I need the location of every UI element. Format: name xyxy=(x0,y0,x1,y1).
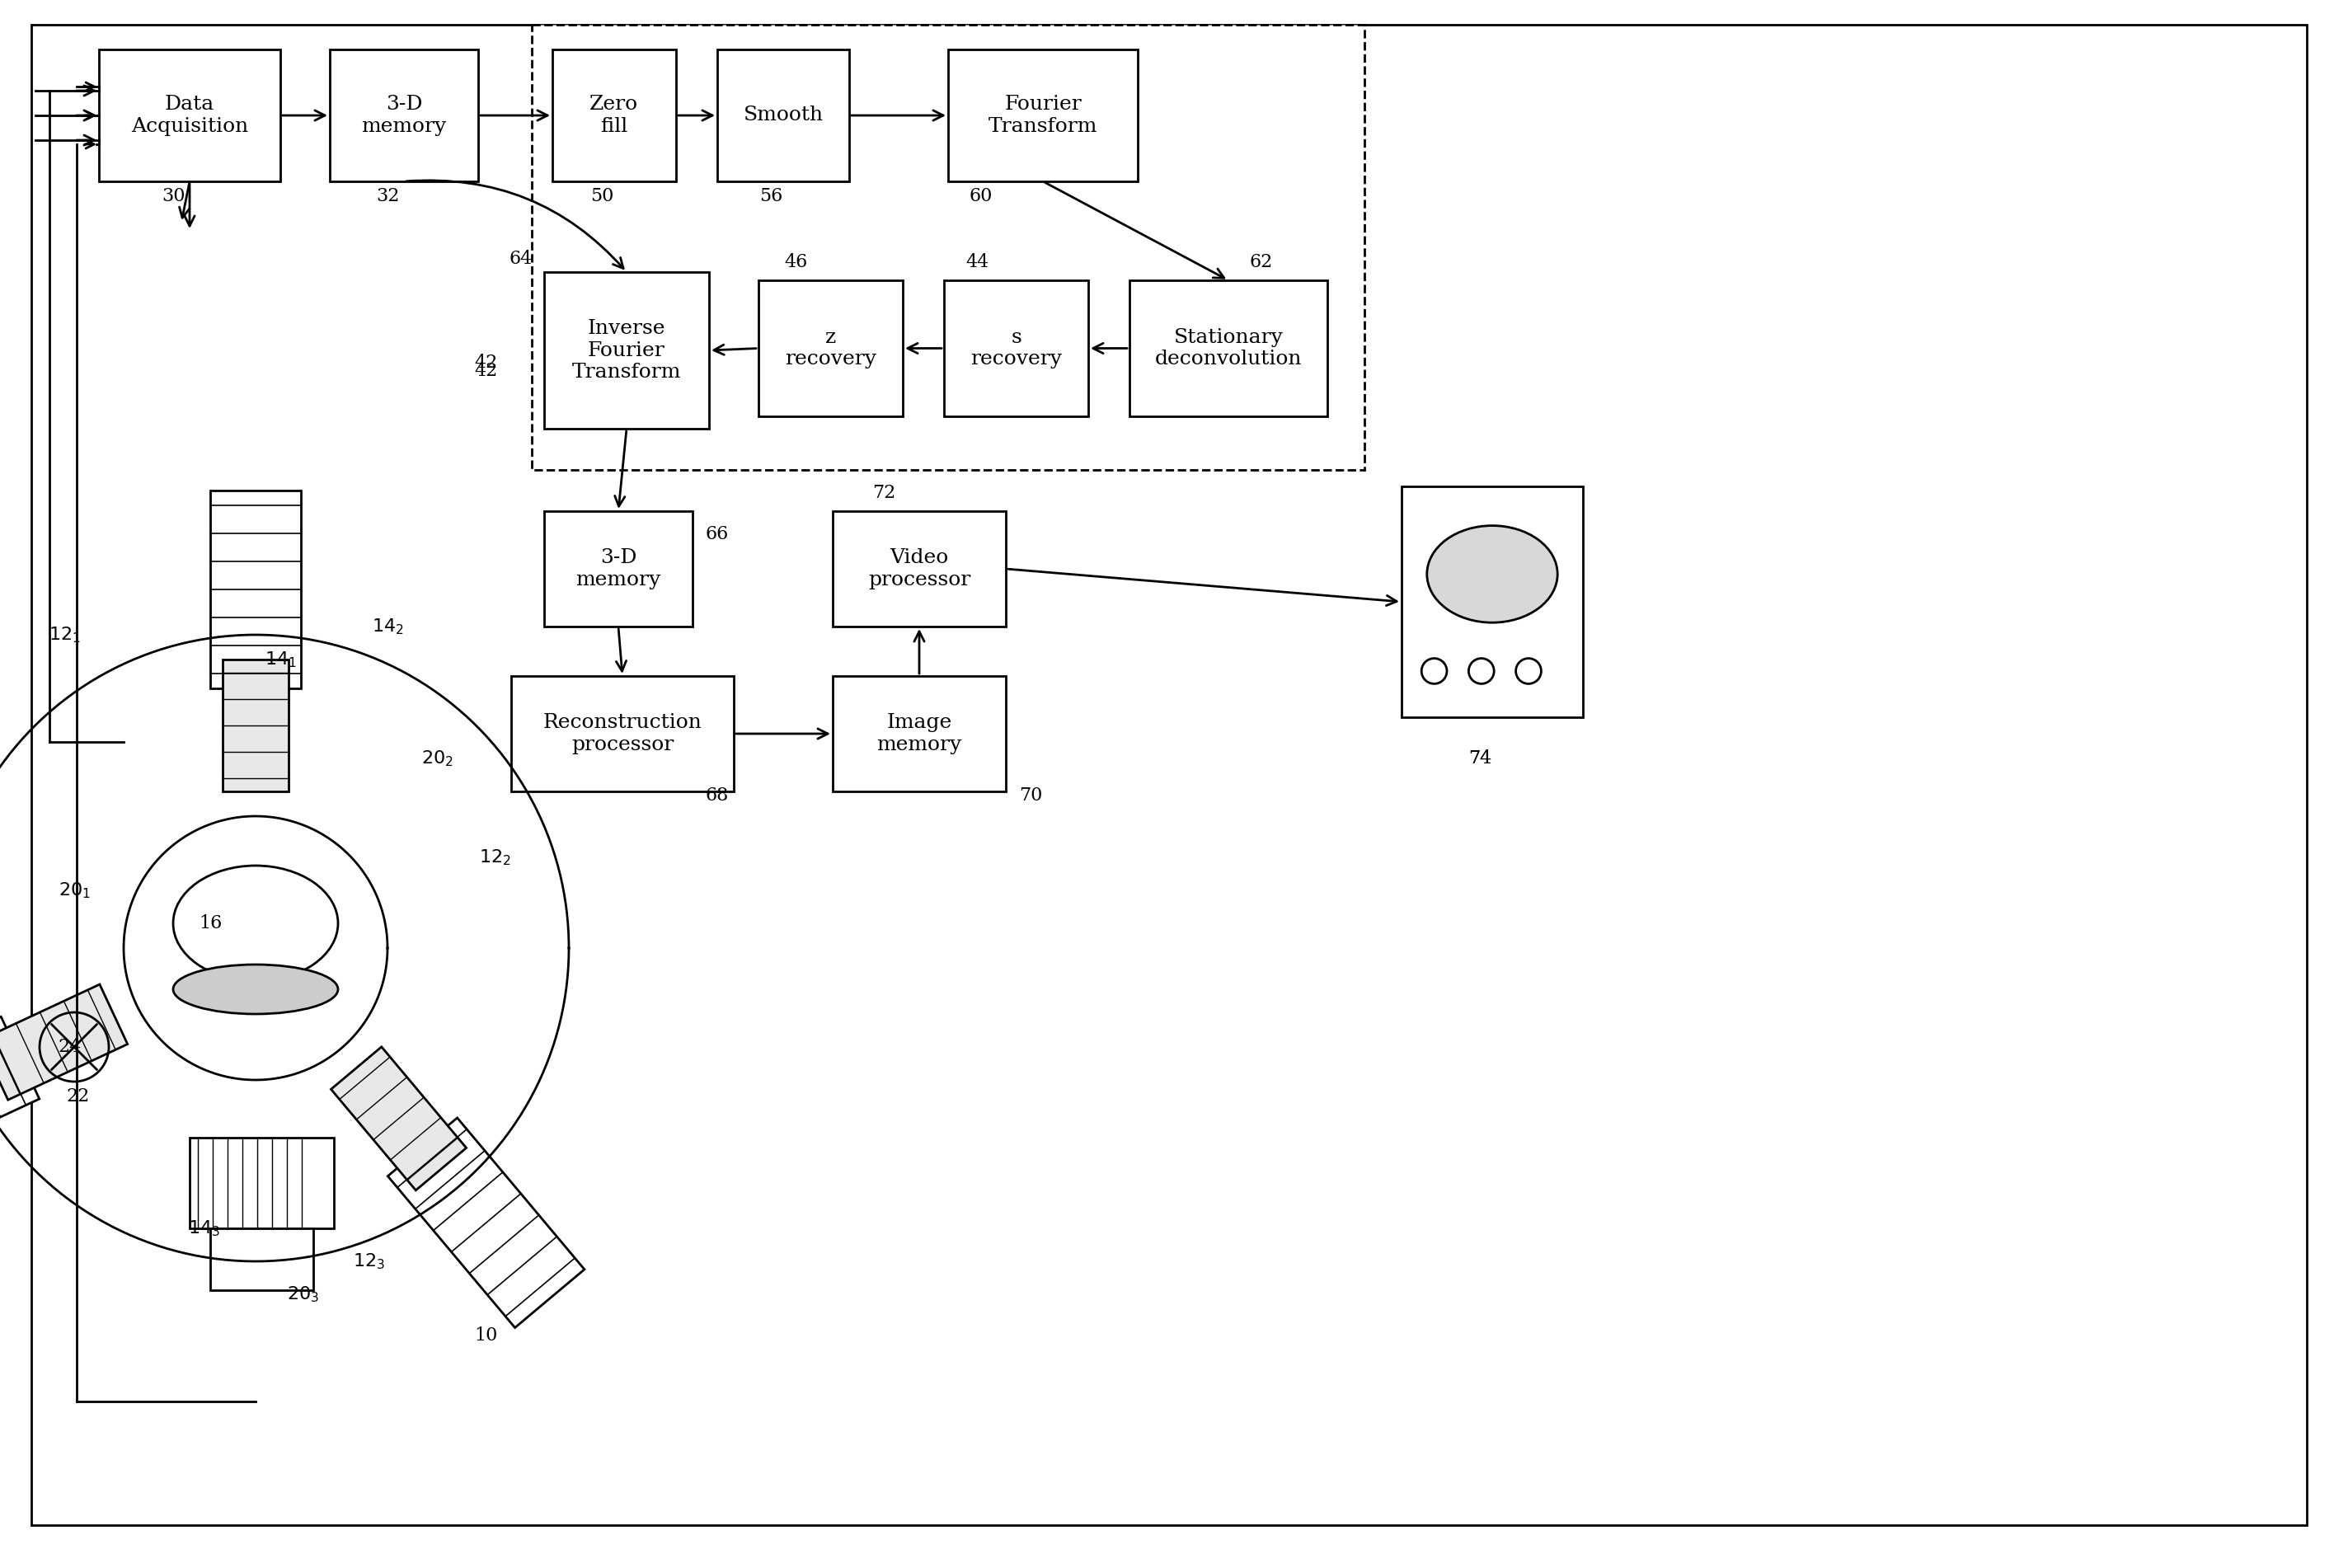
Text: 68: 68 xyxy=(704,787,728,804)
Text: z
recovery: z recovery xyxy=(784,328,876,368)
Text: $14_{1}$: $14_{1}$ xyxy=(265,649,296,670)
Bar xyxy=(834,511,1005,627)
Text: 32: 32 xyxy=(376,187,399,205)
Text: 16: 16 xyxy=(200,914,221,933)
Text: 22: 22 xyxy=(66,1087,89,1105)
Text: 24: 24 xyxy=(59,1038,82,1057)
Text: 66: 66 xyxy=(707,525,728,543)
Text: Inverse
Fourier
Transform: Inverse Fourier Transform xyxy=(573,318,681,381)
Ellipse shape xyxy=(1428,525,1557,622)
Text: 64: 64 xyxy=(510,249,533,268)
Text: 72: 72 xyxy=(871,485,895,502)
Text: $20_{1}$: $20_{1}$ xyxy=(59,881,89,900)
Bar xyxy=(552,50,676,182)
Polygon shape xyxy=(331,1047,467,1190)
Text: $12_{1}$: $12_{1}$ xyxy=(49,626,80,644)
Text: Reconstruction
processor: Reconstruction processor xyxy=(542,713,702,754)
Bar xyxy=(512,676,733,792)
Polygon shape xyxy=(0,985,127,1099)
Ellipse shape xyxy=(174,866,338,982)
Text: $14_{3}$: $14_{3}$ xyxy=(188,1218,221,1239)
Text: 50: 50 xyxy=(589,187,613,205)
Text: $20_{2}$: $20_{2}$ xyxy=(420,748,453,768)
Text: s
recovery: s recovery xyxy=(970,328,1061,368)
Bar xyxy=(1129,281,1327,417)
Text: 10: 10 xyxy=(474,1327,498,1345)
Polygon shape xyxy=(211,491,301,688)
Polygon shape xyxy=(0,1016,40,1182)
Text: 44: 44 xyxy=(965,252,989,271)
Text: 30: 30 xyxy=(162,187,185,205)
Text: 70: 70 xyxy=(1019,787,1043,804)
Text: Stationary
deconvolution: Stationary deconvolution xyxy=(1155,328,1303,368)
Bar xyxy=(99,50,279,182)
Bar xyxy=(329,50,479,182)
Text: 62: 62 xyxy=(1249,252,1273,271)
Text: 3-D
memory: 3-D memory xyxy=(362,96,446,136)
Bar xyxy=(531,25,1364,470)
Bar xyxy=(949,50,1139,182)
Text: Fourier
Transform: Fourier Transform xyxy=(989,96,1097,136)
Text: $14_{2}$: $14_{2}$ xyxy=(371,616,404,637)
Text: Data
Acquisition: Data Acquisition xyxy=(131,96,249,136)
Text: Video
processor: Video processor xyxy=(869,549,970,590)
Bar xyxy=(716,50,850,182)
Polygon shape xyxy=(387,1118,585,1328)
Text: 42: 42 xyxy=(474,354,498,372)
Bar xyxy=(545,511,693,627)
Text: Zero
fill: Zero fill xyxy=(589,96,639,136)
Text: $12_{3}$: $12_{3}$ xyxy=(352,1251,385,1272)
Ellipse shape xyxy=(174,964,338,1014)
Text: 3-D
memory: 3-D memory xyxy=(575,549,660,590)
Text: 56: 56 xyxy=(758,187,782,205)
Text: $20_{3}$: $20_{3}$ xyxy=(286,1284,319,1305)
Text: 74: 74 xyxy=(1468,750,1491,767)
Bar xyxy=(834,676,1005,792)
Text: 60: 60 xyxy=(970,187,993,205)
Text: 74: 74 xyxy=(1468,750,1491,767)
Polygon shape xyxy=(223,660,289,792)
Bar xyxy=(1402,486,1583,717)
Text: 42: 42 xyxy=(474,362,498,379)
Text: $12_{2}$: $12_{2}$ xyxy=(479,848,510,867)
Text: Image
memory: Image memory xyxy=(876,713,963,754)
Bar xyxy=(190,1138,333,1228)
Text: 46: 46 xyxy=(784,252,808,271)
Text: Smooth: Smooth xyxy=(744,107,824,125)
Bar xyxy=(758,281,902,417)
Bar xyxy=(211,1228,312,1290)
Bar xyxy=(944,281,1087,417)
Bar xyxy=(545,273,709,428)
